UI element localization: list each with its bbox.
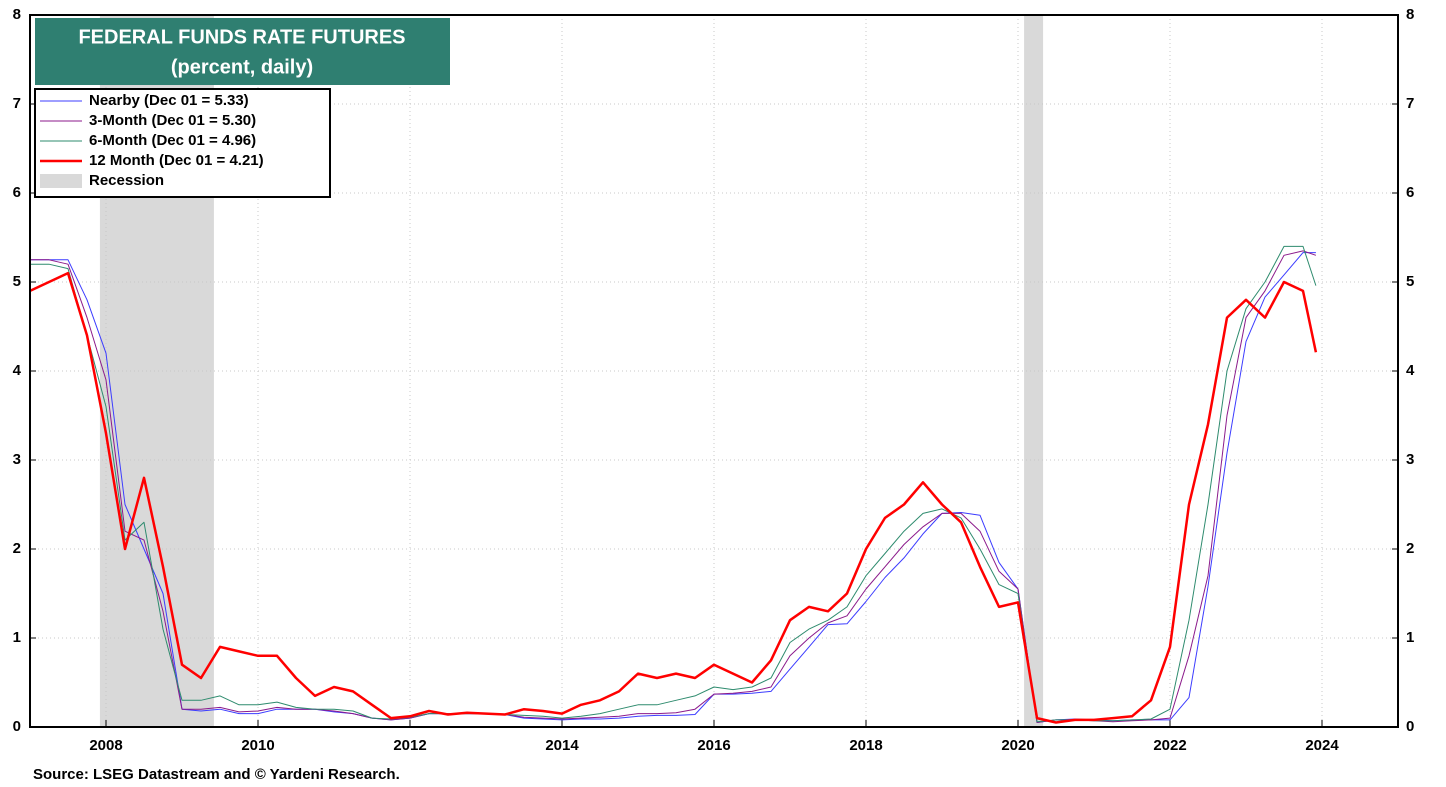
y-tick-label: 6 [13,184,21,201]
legend-label: 12 Month (Dec 01 = 4.21) [89,152,264,169]
x-tick-label: 2022 [1153,737,1186,754]
y-tick-label: 2 [13,540,21,557]
x-tick-label: 2008 [89,737,122,754]
plot-frame [29,14,1399,728]
legend-label: Recession [89,172,164,189]
x-tick-label: 2024 [1305,737,1339,754]
y-tick-label: 0 [13,718,21,735]
chart-title: FEDERAL FUNDS RATE FUTURES [78,26,405,48]
y2-tick-label: 6 [1406,184,1414,201]
y2-tick-label: 2 [1406,540,1414,557]
chart-subtitle: (percent, daily) [171,56,313,78]
source: Source: LSEG Datastream and © Yardeni Re… [33,766,400,783]
y-tick-label: 8 [13,6,21,23]
legend: Nearby (Dec 01 = 5.33) 3-Month (Dec 01 = … [34,88,331,198]
series-line [30,250,1317,723]
y-tick-label: 4 [13,362,22,379]
x-tick-label: 2018 [849,737,882,754]
y-tick-label: 1 [13,629,21,646]
x-tick-label: 2016 [697,737,730,754]
x-tick-label: 2012 [393,737,426,754]
y2-tick-label: 4 [1406,362,1415,379]
legend-swatch [40,174,82,188]
x-tick-label: 2014 [545,737,579,754]
legend-box [34,88,331,198]
series-line [30,245,1317,723]
y-tick-label: 5 [13,273,21,290]
legend-label: Nearby (Dec 01 = 5.33) [89,92,249,109]
y-tick-label: 7 [13,95,21,112]
x-tick-label: 2020 [1001,737,1034,754]
series-line [30,252,1316,723]
y2-tick-label: 8 [1406,6,1414,23]
y-tick-label: 3 [13,451,21,468]
x-tick-label: 2010 [241,737,274,754]
series-line [29,271,1318,724]
y2-tick-label: 1 [1406,629,1414,646]
y2-tick-label: 0 [1406,718,1414,735]
legend-label: 6-Month (Dec 01 = 4.96) [89,132,256,149]
title-box [35,18,450,85]
legend-label: 3-Month (Dec 01 = 5.30) [89,112,256,129]
y2-tick-label: 7 [1406,95,1414,112]
y2-tick-label: 3 [1406,451,1414,468]
y2-tick-label: 5 [1406,273,1414,290]
